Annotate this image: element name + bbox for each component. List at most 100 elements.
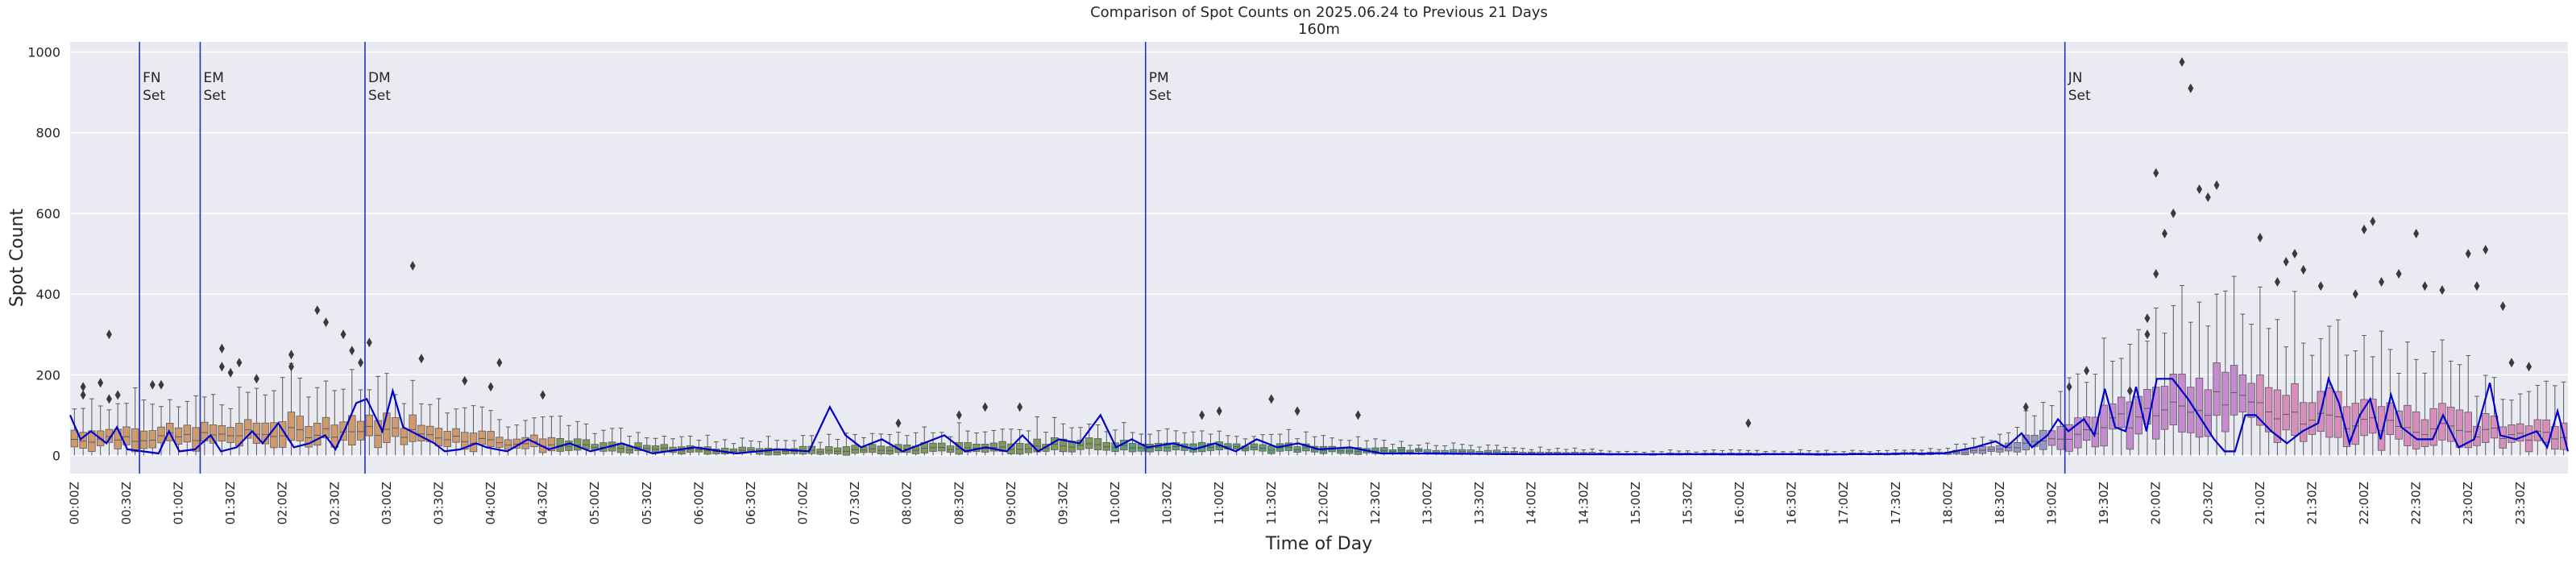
x-tick-label: 22:30Z (2409, 482, 2424, 525)
box-slot (374, 375, 382, 456)
x-tick-label: 14:30Z (1576, 482, 1591, 525)
set-label: Set (2068, 88, 2091, 104)
outlier-marker (409, 261, 416, 271)
box-body (139, 430, 148, 449)
outlier-marker (2188, 83, 2194, 93)
box-slot (1076, 427, 1085, 456)
box-slot (235, 387, 243, 456)
set-label: JN (2068, 70, 2083, 86)
box-body (1024, 443, 1033, 453)
box-slot (1354, 436, 1363, 456)
box-body (270, 422, 278, 449)
today-series-line (68, 375, 2570, 456)
box-slot (2169, 305, 2177, 456)
box-slot (2247, 324, 2255, 456)
x-tick-label: 12:00Z (1316, 482, 1330, 525)
box-slot (2334, 319, 2342, 456)
box-body (2074, 417, 2082, 449)
box-slot (2178, 285, 2186, 456)
box-slot (1528, 449, 1536, 456)
box-slot (1302, 431, 1310, 456)
box-slot (496, 419, 504, 456)
box-body (2256, 375, 2264, 426)
outlier-marker (97, 378, 104, 388)
box-slot (946, 436, 955, 456)
box-body (496, 437, 504, 448)
box-body (1059, 438, 1068, 453)
box-slot (2160, 333, 2169, 456)
box-body (1163, 442, 1172, 452)
box-body (547, 437, 556, 452)
box-slot (1128, 432, 1137, 456)
outlier-marker (2196, 184, 2203, 194)
box-body (2412, 411, 2420, 449)
box-slot (2074, 373, 2082, 456)
box-body (1033, 438, 1041, 453)
box-slot (1987, 440, 1995, 456)
box-body (2117, 396, 2126, 428)
box-slot (348, 369, 356, 456)
box-body (356, 420, 365, 441)
box-body (2187, 387, 2195, 433)
box-slot (1155, 430, 1163, 456)
x-tick-label: 08:00Z (900, 482, 915, 525)
box-slot (565, 424, 573, 456)
box-slot (2524, 391, 2533, 456)
box-body (2178, 374, 2186, 433)
box-body (296, 416, 304, 441)
box-slot (782, 440, 790, 456)
y-tick-label: 0 (52, 448, 60, 463)
box-body (105, 428, 114, 443)
box-slot (270, 390, 278, 456)
box-body (2342, 406, 2351, 448)
x-tick-label: 21:00Z (2253, 482, 2267, 525)
box-body (2221, 371, 2230, 433)
box-body (2351, 403, 2359, 445)
x-tick-label: 01:00Z (172, 482, 186, 525)
outlier-marker (2439, 285, 2445, 296)
box-body (2482, 412, 2490, 443)
x-tick-label: 21:30Z (2304, 482, 2319, 525)
x-tick-label: 14:00Z (1524, 482, 1539, 525)
outlier-marker (2317, 281, 2324, 292)
outlier-marker (487, 382, 494, 392)
x-tick-label: 15:00Z (1628, 482, 1643, 525)
x-tick-label: 17:00Z (1836, 482, 1851, 525)
box-body (183, 424, 192, 443)
box-slot (261, 394, 269, 456)
box-slot (1033, 416, 1041, 456)
outlier-marker (340, 329, 346, 340)
box-body (400, 428, 409, 445)
outlier-marker (288, 362, 294, 372)
x-tick-label: 05:30Z (640, 482, 654, 525)
box-body (842, 446, 851, 456)
box-slot (321, 380, 330, 456)
outlier-marker (2144, 329, 2151, 340)
box-slot (296, 377, 304, 456)
box-slot (2369, 356, 2377, 456)
outlier-marker (349, 346, 355, 356)
box-body (2542, 419, 2550, 443)
box-body (2464, 412, 2472, 449)
box-slot (833, 438, 842, 456)
box-slot (417, 403, 425, 456)
box-body (2473, 425, 2481, 446)
box-body (2047, 430, 2056, 446)
box-body (2169, 374, 2177, 426)
box-slot (2446, 360, 2455, 456)
box-body (2031, 434, 2039, 447)
x-tick-label: 02:30Z (327, 482, 342, 525)
box-slot (148, 404, 156, 456)
outlier-marker (1745, 418, 1752, 428)
set-label: Set (1149, 88, 1172, 104)
box-slot (2490, 377, 2499, 456)
box-body (79, 432, 87, 449)
outlier-marker (2361, 224, 2367, 234)
x-tick-label: 13:30Z (1472, 482, 1487, 525)
box-body (461, 432, 469, 450)
box-body (2282, 395, 2290, 431)
outlier-marker (1354, 410, 1361, 420)
box-slot (2508, 399, 2516, 456)
box-slot (2230, 275, 2238, 456)
outlier-marker (288, 350, 294, 360)
